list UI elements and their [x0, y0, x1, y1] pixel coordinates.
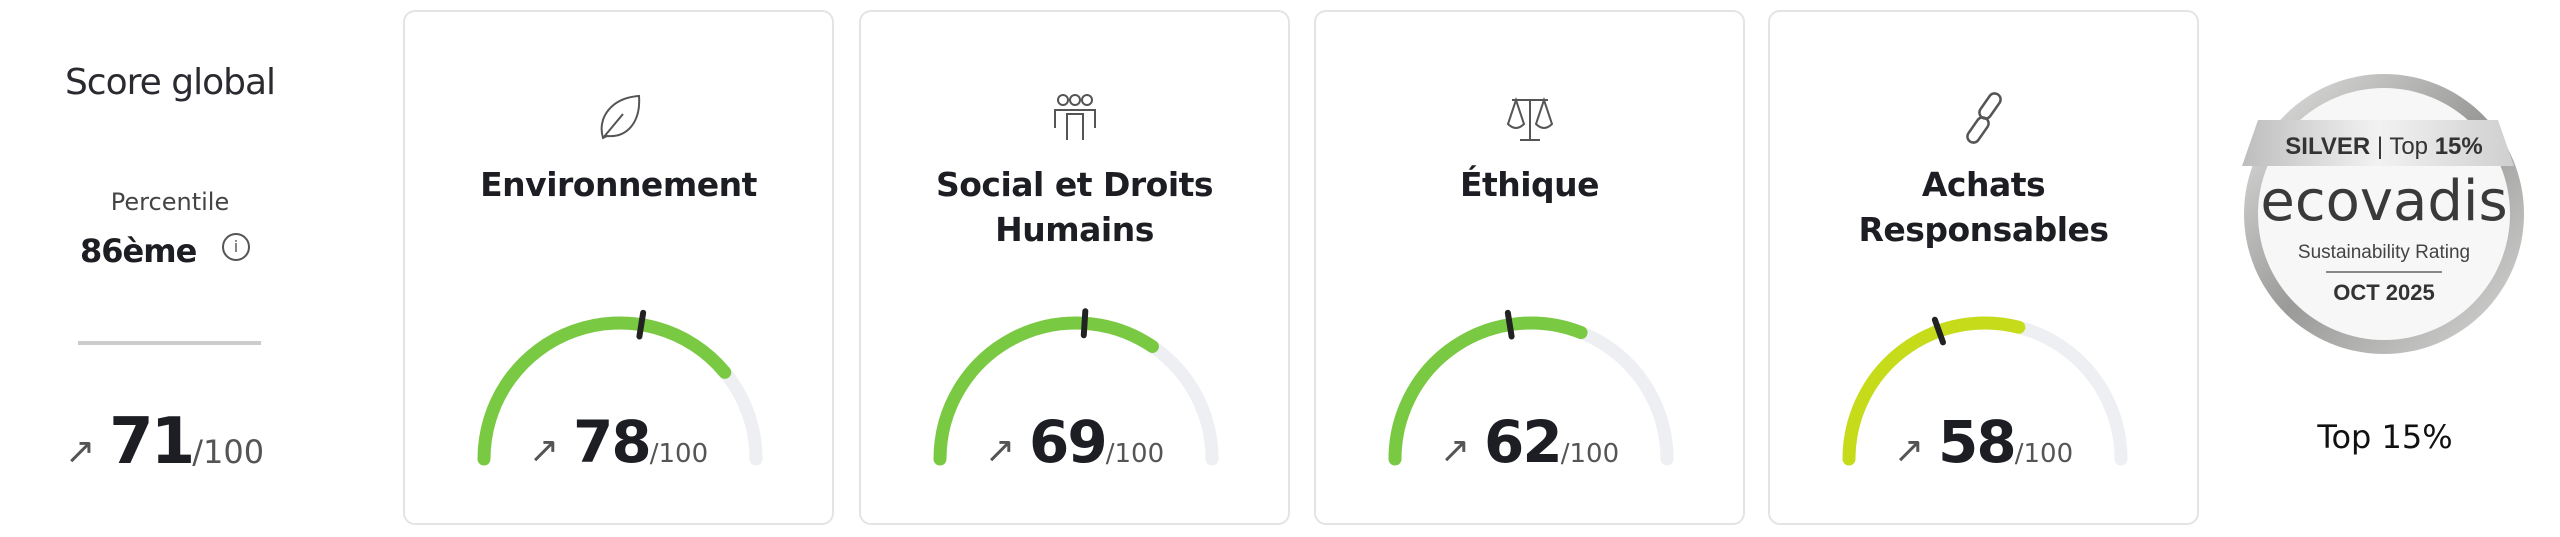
category-card[interactable]: Éthique ↗ 62/100 — [1314, 10, 1745, 525]
score-gauge — [933, 308, 1219, 466]
percentile-label: Percentile — [110, 188, 230, 216]
category-score: ↗ 78/100 — [405, 408, 832, 476]
divider — [78, 341, 261, 345]
gauge-fill — [1842, 316, 2026, 466]
score-gauge — [1842, 316, 2128, 466]
gauge-marker — [636, 309, 647, 340]
category-card[interactable]: Achats Responsables ↗ 58/100 — [1768, 10, 2199, 525]
chain-link-icon — [1965, 92, 2002, 144]
gauge-fill — [477, 316, 732, 466]
top-percent-label: Top 15% — [2317, 418, 2453, 456]
category-title-line: Responsables — [1858, 210, 2109, 249]
badge-subtitle: Sustainability Rating — [2298, 242, 2470, 263]
gauge-marker — [1080, 308, 1089, 339]
category-score-value: 69 — [1029, 408, 1108, 476]
arrow-up-right-icon: ↗ — [1439, 430, 1471, 471]
ecovadis-logo: ecovadis — [2260, 169, 2507, 234]
category-title-line: Achats — [1921, 165, 2046, 204]
global-score-value: 71 — [109, 405, 195, 479]
category-score: ↗ 62/100 — [1316, 408, 1743, 476]
ecovadis-badge: SILVER | Top 15% ecovadis Sustainability… — [2242, 74, 2524, 354]
category-score-value: 62 — [1484, 408, 1563, 476]
info-icon[interactable]: i — [222, 233, 250, 261]
category-score-max: /100 — [2014, 439, 2074, 469]
global-score-max: /100 — [192, 433, 265, 471]
category-score: ↗ 69/100 — [861, 408, 1288, 476]
score-gauge — [477, 309, 763, 466]
category-title-line: Social et Droits — [935, 165, 1214, 204]
badge-ribbon-left: SILVER — [2285, 133, 2370, 160]
percentile-value: 86ème — [80, 232, 197, 270]
category-title: Achats Responsables — [1770, 162, 2197, 252]
gauge-marker — [1931, 316, 1946, 346]
category-title: Éthique — [1316, 162, 1743, 207]
category-title: Social et Droits Humains — [861, 162, 1288, 252]
category-title: Environnement — [405, 162, 832, 207]
category-score-value: 78 — [573, 408, 652, 476]
category-title-line: Environnement — [480, 165, 757, 204]
global-score: ↗ 71/100 — [65, 405, 264, 479]
leaf-icon — [600, 94, 640, 140]
badge-date: OCT 2025 — [2333, 280, 2435, 305]
scales-icon — [1506, 96, 1553, 141]
category-score-max: /100 — [649, 439, 709, 469]
global-score-panel: Score global Percentile 86ème i ↗ 71/100 — [40, 0, 300, 537]
category-score-value: 58 — [1938, 408, 2017, 476]
category-card[interactable]: Environnement ↗ 78/100 — [403, 10, 834, 525]
gauge-fill — [1388, 316, 1588, 466]
gauge-marker — [1504, 309, 1515, 340]
category-card[interactable]: Social et Droits Humains ↗ 69/100 — [859, 10, 1290, 525]
arrow-up-right-icon: ↗ — [1893, 430, 1925, 471]
score-gauge — [1388, 309, 1674, 466]
arrow-up-right-icon: ↗ — [984, 430, 1016, 471]
category-title-line: Éthique — [1459, 165, 1600, 204]
category-score: ↗ 58/100 — [1770, 408, 2197, 476]
svg-text:SILVER | Top 15%: SILVER | Top 15% — [2285, 133, 2482, 160]
category-score-max: /100 — [1105, 439, 1165, 469]
people-icon — [1053, 94, 1096, 140]
global-score-title: Score global — [64, 62, 276, 103]
category-score-max: /100 — [1560, 439, 1620, 469]
arrow-up-right-icon: ↗ — [65, 431, 96, 472]
gauge-fill — [933, 316, 1159, 466]
category-title-line: Humains — [995, 210, 1154, 249]
arrow-up-right-icon: ↗ — [528, 430, 560, 471]
